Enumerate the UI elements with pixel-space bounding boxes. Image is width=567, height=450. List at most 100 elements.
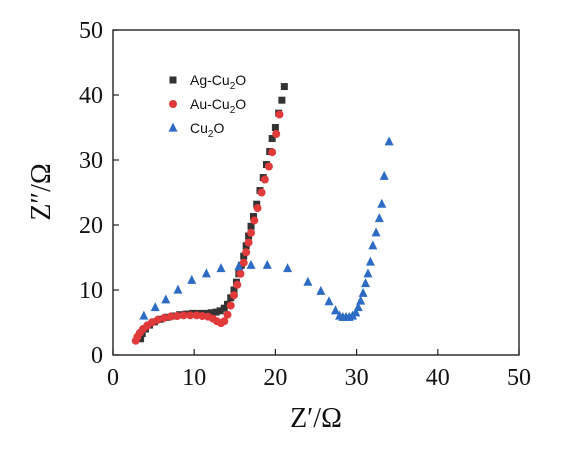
data-point: [278, 96, 286, 104]
legend-item: Ag-Cu2O: [169, 72, 246, 92]
y-tick-label: 30: [79, 148, 103, 174]
x-tick-label: 50: [507, 365, 531, 391]
legend: Ag-Cu2O Au-Cu2O Cu2O: [168, 72, 246, 140]
data-point: [257, 188, 266, 197]
data-point: [363, 268, 373, 278]
data-point: [201, 268, 211, 278]
data-point: [275, 110, 284, 119]
data-point: [173, 312, 182, 320]
data-point: [233, 280, 242, 289]
data-point: [353, 302, 363, 312]
data-point: [242, 248, 251, 257]
x-tick-label: 40: [426, 365, 450, 391]
series-square: [137, 83, 288, 343]
data-point: [207, 309, 215, 317]
data-point: [316, 285, 326, 295]
data-point: [212, 308, 220, 316]
legend-marker: [169, 76, 177, 84]
data-point: [351, 307, 361, 317]
x-axis-label: Z′/Ω: [290, 403, 342, 434]
legend-marker: [169, 100, 177, 108]
data-point: [330, 305, 340, 315]
data-point: [250, 216, 259, 225]
legend-label: Cu2O: [190, 120, 224, 140]
y-axis-ticks: 0 10 20 30 40 50: [79, 18, 119, 369]
x-axis-ticks: 0 10 20 30 40 50: [107, 349, 531, 391]
data-point: [280, 83, 288, 91]
series-circle: [131, 110, 284, 345]
y-tick-label: 20: [79, 213, 103, 239]
data-point: [179, 311, 188, 320]
x-tick-label: 0: [107, 365, 119, 391]
data-point: [268, 148, 277, 157]
data-point: [384, 136, 394, 146]
y-tick-label: 40: [79, 83, 103, 109]
data-point: [173, 284, 183, 294]
data-point: [239, 258, 248, 267]
data-point: [272, 130, 281, 138]
data-point: [262, 259, 272, 269]
data-point: [236, 269, 245, 278]
x-tick-label: 20: [263, 365, 287, 391]
y-axis-label: Z″/Ω: [26, 163, 57, 220]
data-point: [245, 232, 253, 240]
data-point: [242, 242, 250, 250]
data-point: [161, 294, 171, 304]
data-point: [374, 213, 384, 223]
data-point: [153, 315, 162, 324]
data-point: [229, 291, 238, 300]
x-tick-label: 30: [345, 365, 369, 391]
series-triangle: [139, 136, 394, 321]
data-point: [186, 311, 195, 320]
data-point: [377, 198, 387, 208]
data-point: [246, 259, 256, 269]
data-point: [247, 222, 255, 230]
data-point: [253, 204, 262, 213]
legend-label: Au-Cu2O: [190, 96, 246, 116]
data-point: [361, 278, 371, 288]
data-point: [240, 252, 248, 260]
data-point: [303, 276, 313, 286]
plot-area: [112, 29, 520, 356]
data-point: [150, 302, 160, 312]
legend-item: Cu2O: [168, 120, 224, 140]
data-point: [324, 296, 334, 306]
data-point: [358, 287, 368, 297]
data-point: [379, 170, 389, 180]
legend-item: Au-Cu2O: [169, 96, 246, 116]
legend-label: Ag-Cu2O: [190, 72, 246, 92]
y-tick-label: 50: [79, 18, 103, 44]
data-point: [234, 261, 244, 271]
legend-marker: [168, 122, 178, 132]
data-point: [368, 240, 378, 250]
data-point: [160, 313, 169, 322]
data-point: [247, 228, 256, 237]
data-point: [268, 135, 276, 143]
data-point: [216, 307, 224, 315]
series-layer: [131, 83, 394, 345]
data-point: [216, 263, 226, 273]
data-point: [226, 301, 235, 310]
data-point: [260, 175, 269, 184]
data-point: [139, 310, 149, 320]
data-point: [244, 238, 253, 247]
data-point: [166, 312, 175, 321]
y-tick-label: 10: [79, 278, 103, 304]
data-point: [220, 304, 228, 312]
plot-frame: [112, 29, 520, 356]
y-tick-label: 0: [91, 343, 103, 369]
data-point: [202, 309, 210, 317]
data-point: [230, 286, 238, 294]
data-point: [223, 310, 232, 319]
data-point: [271, 124, 279, 131]
data-point: [283, 263, 293, 273]
data-point: [371, 227, 381, 237]
x-tick-label: 10: [182, 365, 206, 391]
data-point: [356, 295, 366, 305]
data-point: [187, 274, 197, 284]
data-point: [365, 256, 375, 266]
data-point: [227, 294, 235, 302]
data-point: [220, 317, 229, 326]
data-point: [264, 162, 273, 171]
